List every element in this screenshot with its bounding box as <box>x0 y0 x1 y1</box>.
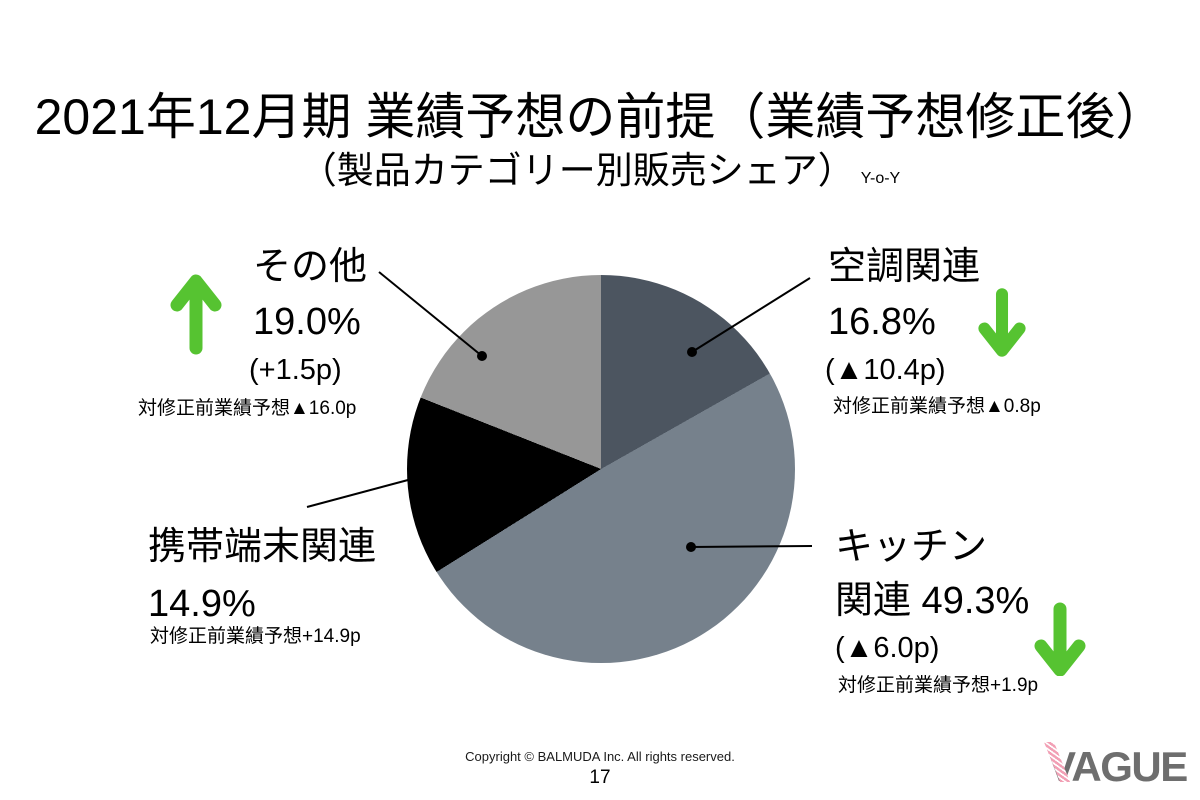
trend-down-arrow-icon <box>1034 602 1086 676</box>
callout-kitchen-name: キッチン <box>835 526 988 568</box>
subtitle-yoy-label: Y-o-Y <box>860 170 901 187</box>
callout-other-change: (+1.5p) <box>249 354 342 386</box>
trend-down-arrow-icon <box>978 288 1026 357</box>
callout-kitchen-pct: 関連 49.3% <box>835 580 1030 622</box>
page-number: 17 <box>589 767 611 788</box>
callout-air-pct: 16.8% <box>828 301 936 343</box>
callout-other-note: 対修正前業績予想▲16.0p <box>138 398 357 419</box>
callout-kitchen-note: 対修正前業績予想+1.9p <box>838 675 1039 696</box>
vague-logo: VAGUE <box>1043 742 1188 790</box>
callout-kitchen-change: (▲6.0p) <box>835 632 940 664</box>
callout-air-note: 対修正前業績予想▲0.8p <box>833 396 1041 417</box>
callout-mobile-pct: 14.9% <box>148 583 256 625</box>
pie-chart <box>407 275 795 663</box>
callout-air-change: (▲10.4p) <box>825 354 946 386</box>
page-title: 2021年12月期 業績予想の前提（業績予想修正後） <box>34 89 1166 145</box>
callout-other-pct: 19.0% <box>253 301 361 343</box>
subtitle-text: （製品カテゴリー別販売シェア） <box>299 150 855 191</box>
trend-up-arrow-icon <box>170 274 222 355</box>
vague-logo-text: VAGUE <box>1048 743 1188 790</box>
callout-air-name: 空調関連 <box>828 246 981 288</box>
page-subtitle: （製品カテゴリー別販売シェア） Y-o-Y <box>0 152 1200 189</box>
leader-line-mobile <box>306 479 409 508</box>
callout-other-name: その他 <box>253 246 368 288</box>
callout-mobile-name: 携帯端末関連 <box>148 526 377 568</box>
copyright-text: Copyright © BALMUDA Inc. All rights rese… <box>465 749 735 764</box>
callout-mobile-note: 対修正前業績予想+14.9p <box>150 626 361 647</box>
